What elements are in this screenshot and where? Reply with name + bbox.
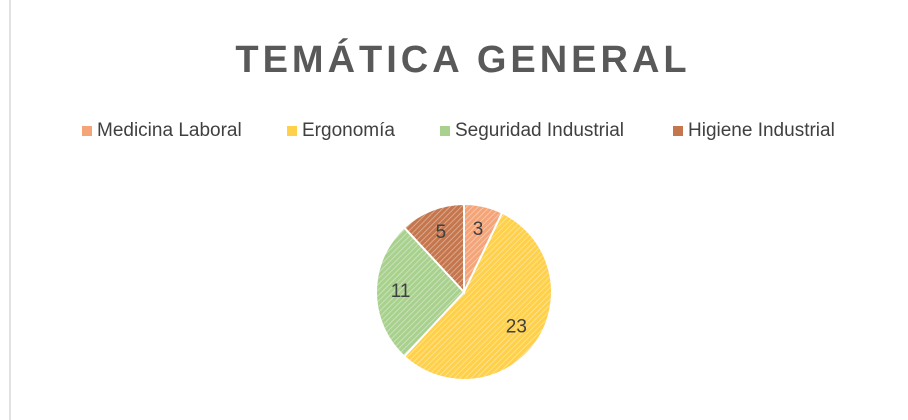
chart-title: TEMÁTICA GENERAL [235, 37, 690, 81]
data-label: 3 [473, 219, 484, 240]
pie-slice [402, 211, 553, 381]
legend-swatch [82, 126, 92, 136]
data-label: 11 [391, 281, 411, 302]
legend-swatch [440, 126, 450, 136]
pie-slice [375, 226, 466, 358]
legend-swatch [287, 126, 297, 136]
data-label: 23 [506, 317, 527, 338]
legend-label: Higiene Industrial [688, 120, 835, 141]
legend-label: Seguridad Industrial [455, 120, 624, 141]
legend-label: Ergonomía [302, 120, 395, 141]
legend-label: Medicina Laboral [97, 120, 242, 141]
pie-slice [402, 202, 465, 295]
legend-swatch [673, 126, 683, 136]
data-label: 5 [436, 222, 447, 243]
